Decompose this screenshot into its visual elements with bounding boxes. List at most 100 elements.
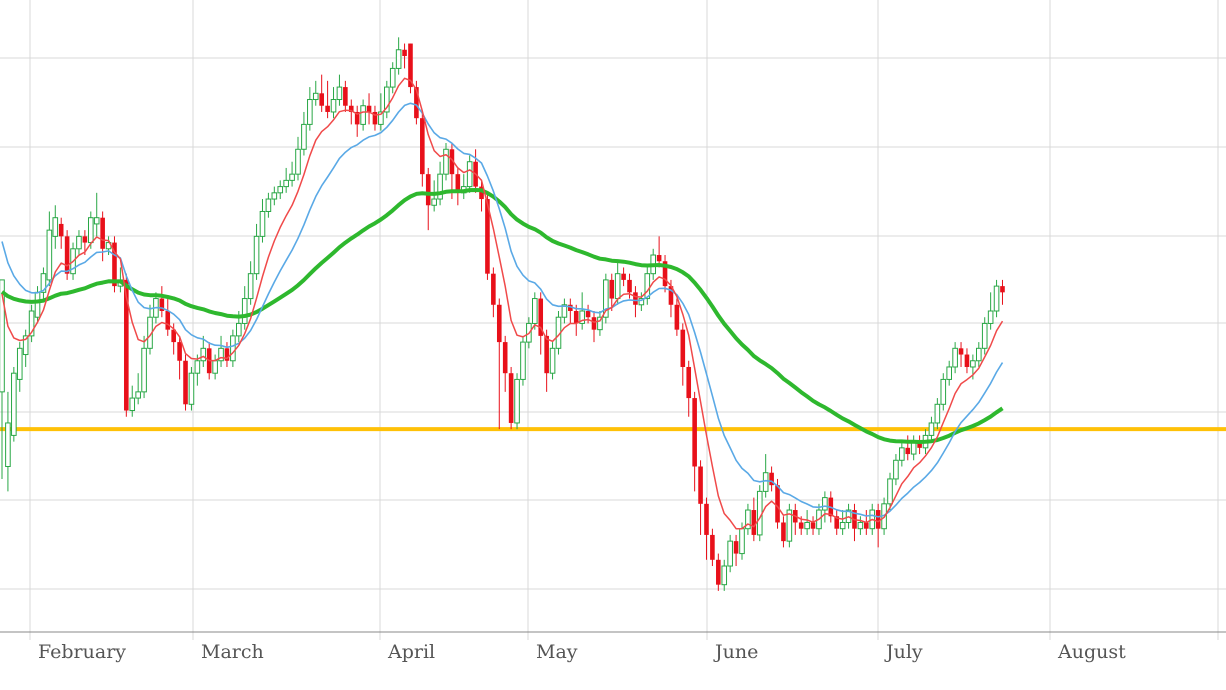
candle-down (425, 174, 431, 206)
candle-down (710, 534, 715, 560)
candle-up (887, 478, 893, 505)
candle-down (585, 311, 591, 318)
candle-down (455, 174, 461, 193)
candle-up (135, 391, 141, 399)
candle-up (520, 341, 526, 380)
tick-label-july: July (884, 641, 923, 663)
candle-up (141, 347, 147, 393)
candle-up (946, 366, 953, 380)
candle-up (330, 99, 337, 113)
candle-down (502, 342, 508, 374)
candle-up (987, 310, 994, 324)
candle-up (940, 378, 947, 405)
tick-label-august: August (1057, 641, 1126, 663)
candle-up (5, 422, 11, 467)
candle-down (751, 510, 757, 535)
long-moving-average-line (0, 188, 1004, 444)
candle-up (76, 235, 82, 250)
candle-up (561, 304, 568, 318)
candle-down (485, 199, 490, 274)
candle-up (0, 279, 5, 393)
candle-up (532, 298, 538, 324)
candle-down (775, 485, 780, 523)
candle-up (93, 217, 100, 225)
candle-down (58, 223, 64, 237)
candle-up (804, 521, 810, 530)
candle-down (680, 329, 686, 367)
candle-down (686, 366, 692, 399)
candle-down (171, 329, 176, 343)
candle-up (928, 422, 935, 436)
candle-up (756, 490, 763, 536)
candle-up (336, 86, 343, 101)
candle-up (22, 335, 29, 356)
candle-down (905, 447, 911, 455)
candle-down (769, 472, 774, 486)
candle-up (993, 285, 1000, 312)
tick-label-june: June (713, 641, 758, 663)
candle-down (183, 360, 188, 405)
candle-up (822, 497, 828, 511)
candle-down (609, 279, 615, 299)
candle-up (437, 173, 443, 200)
candle-up (283, 179, 289, 188)
candle-up (644, 273, 651, 300)
candle-down (354, 111, 360, 125)
tick-label-march: March (201, 641, 264, 663)
candle-up (745, 509, 751, 530)
x-axis: February March April May June July Augus… (38, 641, 1126, 663)
candle-down (958, 348, 964, 355)
candle-up (289, 173, 295, 181)
candle-up (857, 521, 864, 530)
candle-up (88, 217, 94, 244)
candle-up (762, 472, 769, 492)
candle-up (981, 322, 988, 349)
candle-down (177, 342, 182, 361)
candle-up (970, 360, 976, 368)
candle-up (579, 310, 585, 324)
candle-up (899, 447, 905, 461)
fast-moving-average-line (1, 77, 1004, 530)
candle-up (312, 92, 319, 101)
candle-down (633, 292, 638, 305)
candle-down (733, 541, 739, 554)
candle-up (271, 192, 278, 200)
candle-up (597, 316, 603, 331)
candle-up (384, 86, 390, 113)
candle-down (372, 111, 378, 125)
candle-down (798, 522, 804, 529)
candle-up (46, 229, 53, 281)
tick-label-april: April (387, 641, 435, 663)
candle-down (112, 242, 117, 287)
candle-up (34, 291, 41, 318)
candle-up (360, 105, 366, 125)
candle-down (420, 118, 425, 175)
tick-label-may: May (536, 641, 578, 663)
candle-up (188, 372, 195, 405)
candle-down (875, 510, 881, 529)
candle-up (129, 397, 136, 412)
candle-down (568, 304, 573, 311)
candle-up (893, 459, 899, 480)
candle-up (295, 148, 301, 175)
tick-label-february: February (38, 641, 126, 663)
candle-down (716, 559, 721, 585)
candle-down (414, 87, 419, 119)
candle-down (573, 311, 579, 324)
candle-up (378, 111, 384, 125)
candle-up (443, 148, 449, 175)
candle-down (449, 149, 455, 175)
candle-down (224, 348, 230, 361)
candle-down (621, 273, 626, 280)
candle-up (603, 279, 609, 318)
candle-down (698, 466, 703, 504)
candle-down (964, 354, 970, 367)
candle-down (165, 311, 171, 330)
candle-down (704, 503, 709, 535)
candle-up (727, 540, 733, 567)
candle-down (491, 273, 496, 305)
candle-down (1000, 286, 1005, 293)
candle-down (544, 335, 549, 374)
candle-down (82, 236, 88, 243)
